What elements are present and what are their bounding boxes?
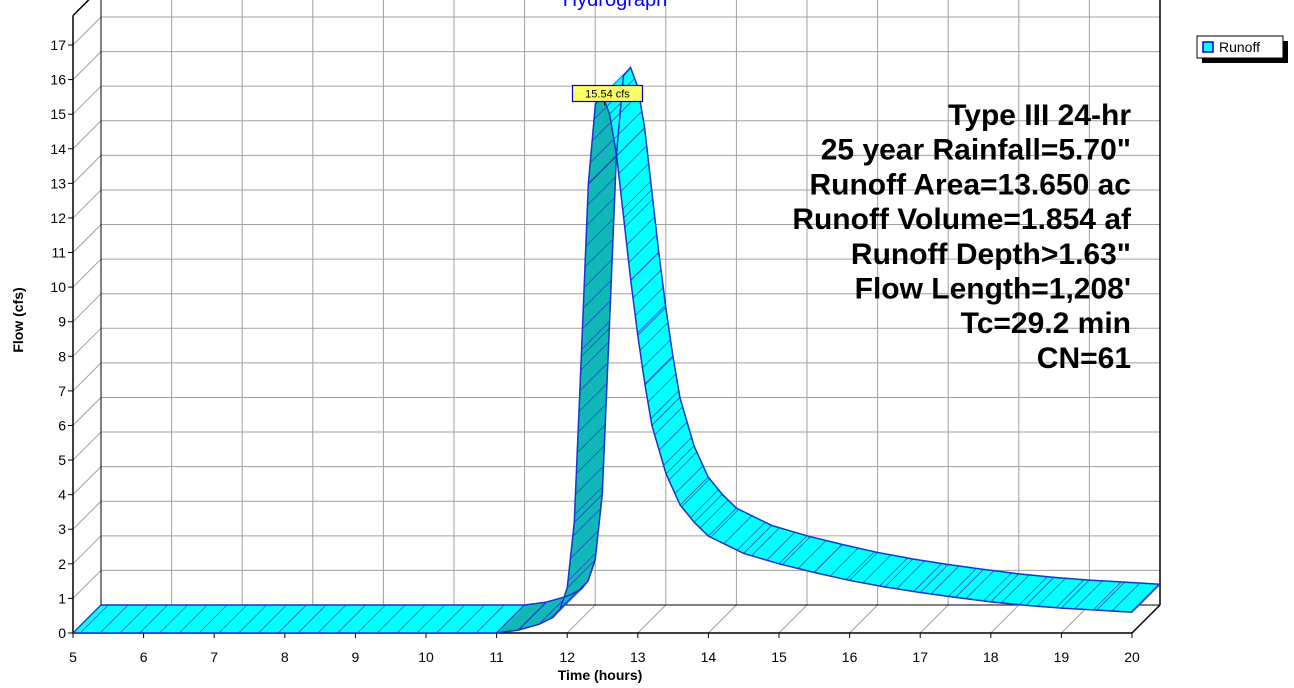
grid-floor-line xyxy=(637,604,667,634)
y-tick-label: 1 xyxy=(58,590,66,606)
x-tick-label: 17 xyxy=(912,649,928,665)
grid-wall-line xyxy=(72,397,102,426)
y-tick-label: 0 xyxy=(58,625,66,641)
grid-wall-line xyxy=(72,51,102,80)
peak-annotation: 15.54 cfs xyxy=(571,84,644,106)
grid-wall-line xyxy=(72,500,102,530)
grid-wall-line xyxy=(72,327,102,357)
info-line: CN=61 xyxy=(1037,342,1131,375)
y-tick-label: 4 xyxy=(58,487,66,503)
x-tick-label: 11 xyxy=(489,649,504,665)
y-tick-label: 12 xyxy=(50,210,66,226)
grid-floor-line xyxy=(849,604,878,634)
ribbon-segment xyxy=(72,604,526,634)
frame-edge xyxy=(72,0,90,17)
x-tick-label: 19 xyxy=(1054,649,1070,665)
x-tick-label: 16 xyxy=(842,649,858,665)
grid-wall-line xyxy=(72,570,102,599)
y-tick-label: 6 xyxy=(58,417,66,433)
grid-floor-line xyxy=(919,604,949,634)
grid-floor-line xyxy=(990,604,1020,634)
y-tick-label: 5 xyxy=(58,452,66,468)
frame-floor-edge xyxy=(1131,604,1161,634)
grid-wall-line xyxy=(72,258,102,288)
y-tick-label: 17 xyxy=(50,37,66,53)
x-tick-label: 9 xyxy=(352,649,360,665)
x-tick-label: 7 xyxy=(210,649,218,665)
grid-floor-line xyxy=(566,604,596,634)
grid-floor-line xyxy=(778,604,808,634)
x-tick-label: 20 xyxy=(1124,649,1140,665)
chart-title: Hydrograph xyxy=(563,0,668,11)
series-back-line xyxy=(101,66,1161,606)
y-tick-label: 3 xyxy=(58,521,66,537)
info-line: Runoff Depth>1.63" xyxy=(851,238,1131,271)
info-line: Runoff Volume=1.854 af xyxy=(792,203,1132,236)
peak-label: 15.54 cfs xyxy=(585,88,630,100)
y-tick-label: 8 xyxy=(58,348,66,364)
x-tick-label: 18 xyxy=(983,649,999,665)
x-tick-label: 14 xyxy=(701,649,717,665)
legend: Runoff xyxy=(1196,35,1288,63)
grid-wall-line xyxy=(72,120,102,150)
grid-wall-line xyxy=(72,154,102,184)
series-front-line xyxy=(73,94,1133,634)
x-tick-label: 10 xyxy=(418,649,434,665)
info-line: Type III 24-hr xyxy=(948,99,1131,132)
legend-swatch xyxy=(1202,41,1214,53)
y-tick-label: 13 xyxy=(50,175,66,191)
grid-wall-line xyxy=(72,16,102,46)
y-tick-label: 2 xyxy=(58,556,66,572)
y-tick-label: 9 xyxy=(58,314,66,330)
grid-wall-line xyxy=(72,431,102,461)
x-tick-label: 12 xyxy=(559,649,575,665)
grid-wall-line xyxy=(72,224,102,253)
grid-wall-line xyxy=(72,293,102,323)
y-axis-label: Flow (cfs) xyxy=(10,287,26,352)
y-tick-label: 14 xyxy=(50,141,66,157)
grid-wall-line xyxy=(72,362,102,392)
series-runoff xyxy=(72,66,1161,634)
info-line: Flow Length=1,208' xyxy=(855,273,1131,306)
grid-wall-line xyxy=(72,85,102,115)
y-tick-label: 16 xyxy=(50,72,66,88)
legend-box xyxy=(1196,35,1284,59)
info-line: Tc=29.2 min xyxy=(961,307,1131,340)
y-tick-label: 15 xyxy=(50,106,66,122)
grid-wall-line xyxy=(72,535,102,565)
grid-wall-line xyxy=(72,189,102,219)
x-tick-label: 5 xyxy=(69,649,77,665)
x-tick-label: 13 xyxy=(630,649,646,665)
info-line: Runoff Area=13.650 ac xyxy=(809,168,1131,201)
series-cap xyxy=(1131,583,1161,613)
x-tick-label: 8 xyxy=(281,649,289,665)
series-cap xyxy=(72,604,102,634)
x-tick-label: 15 xyxy=(771,649,787,665)
grid-floor-line xyxy=(708,604,737,634)
info-line: 25 year Rainfall=5.70" xyxy=(821,134,1131,167)
legend-label: Runoff xyxy=(1219,39,1260,55)
grid-wall-line xyxy=(72,466,102,496)
peak-label-box xyxy=(571,84,644,103)
y-tick-label: 10 xyxy=(50,279,66,295)
x-axis-label: Time (hours) xyxy=(558,667,643,683)
x-tick-label: 6 xyxy=(140,649,148,665)
y-tick-label: 7 xyxy=(58,383,66,399)
y-tick-label: 11 xyxy=(51,245,66,261)
